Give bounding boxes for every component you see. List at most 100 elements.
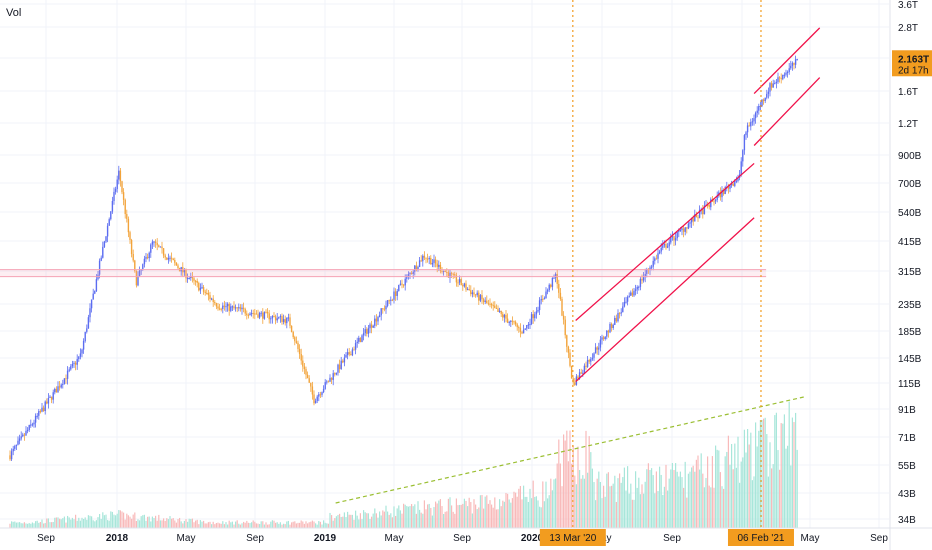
candle-body bbox=[68, 369, 70, 371]
candle-body bbox=[222, 305, 224, 310]
channel-2-lower bbox=[753, 77, 821, 146]
volume-bar bbox=[631, 499, 633, 528]
volume-bar bbox=[83, 519, 85, 528]
candle-body bbox=[532, 314, 534, 319]
volume-bar bbox=[558, 439, 560, 528]
candle-body bbox=[186, 278, 189, 280]
volume-bar bbox=[513, 491, 515, 528]
candle-body bbox=[289, 317, 291, 326]
candle-body bbox=[674, 238, 677, 241]
volume-bar bbox=[251, 522, 253, 528]
y-tick-label: 1.2T bbox=[898, 119, 918, 130]
volume-bar bbox=[100, 518, 102, 528]
candle-body bbox=[566, 335, 568, 347]
candle-body bbox=[636, 287, 638, 290]
volume-bar bbox=[326, 523, 328, 528]
candle-body bbox=[54, 388, 56, 393]
volume-bar bbox=[12, 521, 14, 528]
candle-body bbox=[52, 392, 54, 400]
candle-body bbox=[380, 308, 382, 316]
candle-body bbox=[644, 273, 646, 278]
candle-body bbox=[558, 283, 560, 293]
volume-bar bbox=[591, 468, 593, 528]
volume-bar bbox=[303, 523, 305, 528]
y-tick-label: 71B bbox=[898, 433, 916, 444]
volume-bar bbox=[695, 459, 697, 528]
candle-body bbox=[321, 392, 323, 395]
volume-bar bbox=[681, 477, 683, 528]
volume-bar bbox=[574, 475, 576, 528]
candle-body bbox=[449, 272, 451, 278]
candle-body bbox=[281, 316, 283, 322]
volume-bar bbox=[585, 430, 587, 528]
volume-bar bbox=[567, 461, 569, 528]
resistance-zone bbox=[0, 269, 767, 277]
volume-bar bbox=[455, 498, 457, 528]
candle-body bbox=[428, 257, 430, 260]
candle-body bbox=[135, 270, 138, 286]
volume-bar bbox=[95, 520, 97, 528]
candle-body bbox=[578, 372, 581, 379]
volume-bar bbox=[484, 496, 486, 528]
candle-body bbox=[305, 369, 307, 375]
candle-body bbox=[455, 275, 458, 283]
candle-body bbox=[436, 263, 438, 267]
candle-body bbox=[468, 288, 470, 291]
candle-body bbox=[522, 329, 525, 334]
volume-bar bbox=[708, 485, 710, 528]
volume-bar bbox=[230, 522, 232, 528]
candle-body bbox=[127, 218, 130, 233]
candle-body bbox=[673, 236, 675, 241]
candle-body bbox=[287, 317, 290, 319]
volume-bar bbox=[425, 509, 427, 528]
candle-body bbox=[529, 324, 531, 326]
candle-body bbox=[551, 277, 554, 287]
volume-bar bbox=[246, 520, 248, 528]
volume-bar bbox=[132, 514, 134, 528]
volume-bar bbox=[367, 513, 369, 528]
volume-bar bbox=[641, 484, 643, 528]
candle-body bbox=[482, 299, 485, 302]
volume-bar bbox=[465, 500, 467, 528]
y-tick-label: 43B bbox=[898, 489, 916, 500]
candle-body bbox=[62, 383, 64, 385]
candle-body bbox=[658, 251, 661, 254]
candle-body bbox=[628, 295, 630, 298]
volume-bar bbox=[652, 475, 654, 528]
candle-body bbox=[542, 298, 544, 300]
candle-body bbox=[385, 305, 387, 310]
volume-bar bbox=[430, 507, 432, 528]
volume-bar bbox=[126, 513, 128, 528]
candle-body bbox=[348, 352, 350, 355]
candle-body bbox=[215, 303, 218, 307]
volume-bar bbox=[545, 481, 547, 528]
volume-bar bbox=[377, 517, 379, 528]
candle-body bbox=[577, 376, 579, 379]
candle-body bbox=[418, 260, 421, 267]
event-marker-label: 06 Feb '21 bbox=[738, 533, 785, 544]
y-tick-label: 91B bbox=[898, 405, 916, 416]
volume-bar bbox=[385, 505, 387, 528]
volume-bar bbox=[534, 496, 536, 528]
volume-bar bbox=[302, 521, 304, 528]
candle-body bbox=[594, 347, 597, 354]
volume-bar bbox=[47, 518, 49, 528]
candle-body bbox=[366, 329, 368, 334]
candle-body bbox=[282, 319, 285, 322]
volume-bar bbox=[796, 449, 798, 528]
volume-bar bbox=[52, 521, 54, 528]
candle-body bbox=[324, 382, 326, 389]
candle-body bbox=[55, 388, 58, 393]
candle-body bbox=[698, 209, 701, 218]
volume-bar bbox=[657, 490, 659, 528]
volume-bar bbox=[60, 519, 62, 528]
candle-body bbox=[39, 411, 42, 413]
candle-body bbox=[284, 319, 286, 324]
candle-body bbox=[434, 259, 437, 264]
candle-body bbox=[119, 170, 122, 182]
candle-body bbox=[431, 262, 434, 265]
candle-body bbox=[622, 306, 624, 313]
candle-body bbox=[225, 306, 227, 308]
candle-body bbox=[790, 65, 792, 69]
candle-body bbox=[497, 308, 499, 312]
